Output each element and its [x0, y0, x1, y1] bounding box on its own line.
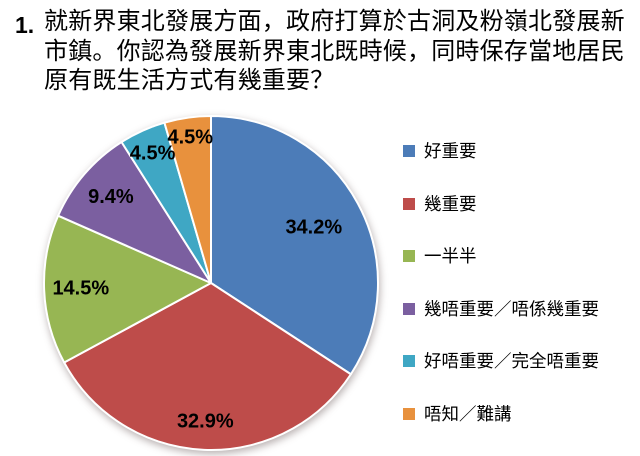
pie-slice-4: [57, 141, 212, 284]
chart-legend: 好重要幾重要一半半幾唔重要／唔係幾重要 好唔重要／完全唔重要 唔知／難講: [403, 0, 640, 456]
legend-swatch: [403, 355, 415, 368]
pie-slice-label: 34.2%: [285, 216, 342, 238]
pie-chart: 34.2% 32.9% 14.5% 9.4% 4.5%4.5%: [43, 115, 379, 451]
pie-slice-label: 9.4%: [88, 186, 134, 208]
legend-label: 一半半: [424, 246, 477, 267]
pie-slice-6: [163, 115, 212, 284]
legend-item-5: 好唔重要／完全唔重要: [403, 349, 599, 373]
legend-swatch: [403, 302, 415, 315]
legend-item-1: 好重要: [403, 139, 477, 163]
pie-slice-label: 4.5%: [130, 143, 176, 165]
legend-label: 好重要: [424, 141, 477, 161]
legend-swatch: [403, 197, 415, 210]
question-text: 就新界東北發展方面，政府打算於古洞及粉嶺北發展新市鎮。你認為發展新界東北既時候，…: [44, 9, 625, 94]
legend-swatch: [403, 408, 415, 420]
legend-item-6: 唔知／難講: [403, 402, 512, 426]
legend-swatch: [403, 250, 415, 263]
legend-item-3: 一半半: [403, 244, 477, 268]
pie-slice-label: 32.9%: [177, 411, 234, 433]
legend-item-2: 幾重要: [403, 192, 477, 216]
pie-slice-label: 4.5%: [168, 127, 214, 149]
pie-slice-label: 14.5%: [52, 277, 109, 299]
legend-label: 幾重要: [424, 193, 477, 214]
legend-label: 幾唔重要／唔係幾重要: [424, 298, 599, 319]
legend-swatch: [403, 145, 415, 157]
legend-item-4: 幾唔重要／唔係幾重要: [403, 297, 599, 321]
legend-label: 好唔重要／完全唔重要: [424, 351, 599, 372]
question-number: 1.: [15, 12, 35, 38]
legend-label: 唔知／難講: [424, 404, 512, 424]
pie-slice-3: [43, 214, 212, 364]
